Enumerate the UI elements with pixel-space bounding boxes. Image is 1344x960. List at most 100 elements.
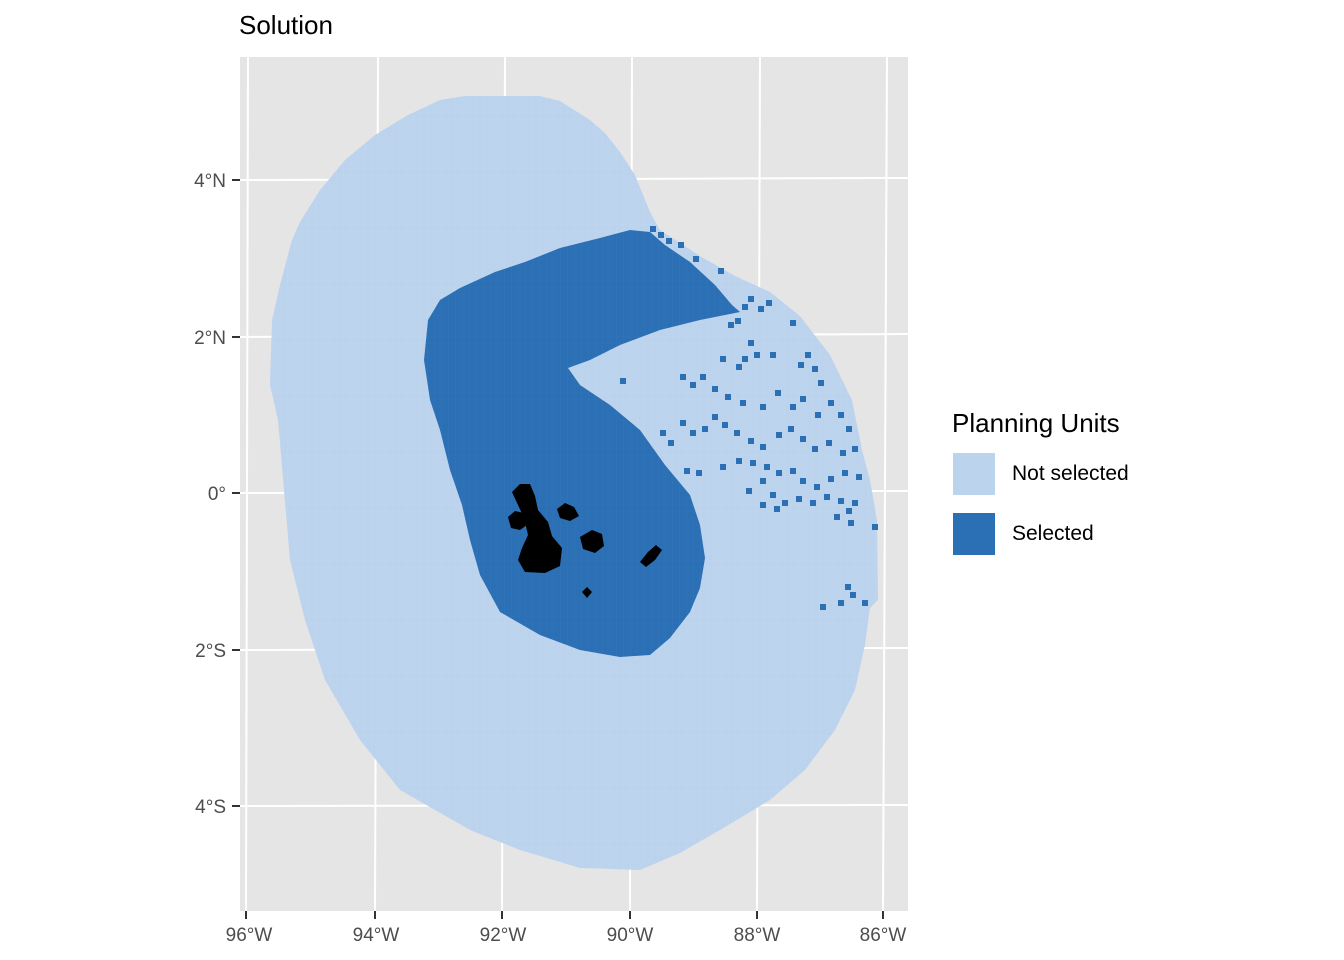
selected-cell	[812, 446, 818, 452]
selected-cell	[740, 400, 746, 406]
x-tick-label: 94°W	[353, 925, 400, 946]
y-axis-labels: 4°N 2°N 0° 2°S 4°S	[194, 171, 226, 818]
y-tick-label: 4°S	[195, 797, 226, 818]
selected-cell	[798, 362, 804, 368]
selected-cell	[712, 386, 718, 392]
selected-cell	[845, 584, 851, 590]
selected-cell	[824, 494, 830, 500]
selected-cell	[748, 340, 754, 346]
x-tick-label: 88°W	[734, 925, 781, 946]
selected-cell	[693, 256, 699, 262]
selected-cell	[760, 502, 766, 508]
island-isabela	[512, 484, 562, 573]
selected-cell	[776, 432, 782, 438]
selected-cell	[720, 464, 726, 470]
selected-cell	[852, 446, 858, 452]
selected-cell	[760, 404, 766, 410]
selected-cell	[678, 242, 684, 248]
selected-cell	[770, 352, 776, 358]
selected-cell	[800, 478, 806, 484]
selected-cell	[702, 426, 708, 432]
selected-cell	[700, 374, 706, 380]
y-tick-label: 0°	[208, 484, 226, 505]
legend-label: Selected	[1012, 522, 1094, 545]
selected-cell	[820, 604, 826, 610]
selected-cell	[748, 438, 754, 444]
y-tick-label: 2°S	[195, 641, 226, 662]
selected-cell	[650, 226, 656, 232]
selected-cell	[690, 430, 696, 436]
selected-cell	[742, 356, 748, 362]
selected-cell	[660, 430, 666, 436]
selected-cell	[620, 378, 626, 384]
selected-cell	[742, 304, 748, 310]
selected-cell	[680, 420, 686, 426]
selected-cell	[758, 306, 764, 312]
islands	[508, 484, 662, 598]
x-tick-label: 86°W	[860, 925, 907, 946]
y-tick-label: 2°N	[194, 328, 226, 349]
selected-cell	[846, 426, 852, 432]
plot-title: Solution	[239, 10, 333, 40]
selected-cell	[754, 352, 760, 358]
selected-cell	[815, 412, 821, 418]
selected-cell	[766, 300, 772, 306]
gridline-96w	[245, 57, 249, 911]
selected-cell	[840, 450, 846, 456]
selected-cell	[790, 468, 796, 474]
selected-cell	[760, 444, 766, 450]
selected-cell	[770, 492, 776, 498]
selected-cell	[696, 470, 702, 476]
selected-cell	[718, 268, 724, 274]
selected-cell	[842, 470, 848, 476]
selected-cell	[760, 478, 766, 484]
selected-cell	[764, 464, 770, 470]
selected-cell	[736, 458, 742, 464]
axis-ticks	[232, 179, 884, 919]
selected-cell	[846, 508, 852, 514]
selected-cell	[728, 322, 734, 328]
selected-cell	[788, 426, 794, 432]
selected-cell	[782, 500, 788, 506]
selected-cell	[712, 414, 718, 420]
selected-cell	[735, 318, 741, 324]
x-tick-label: 92°W	[480, 925, 527, 946]
selected-cell	[736, 364, 742, 370]
x-tick-label: 90°W	[607, 925, 654, 946]
legend-swatch-not-selected	[952, 452, 996, 496]
selected-cell	[734, 430, 740, 436]
selected-cell	[776, 470, 782, 476]
selected-cell	[834, 514, 840, 520]
y-tick-label: 4°N	[194, 171, 226, 192]
selected-cell	[828, 400, 834, 406]
selected-cell	[852, 500, 858, 506]
legend-item-not-selected: Not selected	[952, 452, 1129, 496]
selected-cell	[774, 506, 780, 512]
selected-cell	[796, 496, 802, 502]
gridline-86w	[882, 57, 888, 911]
selected-cell	[790, 320, 796, 326]
selected-cell	[658, 232, 664, 238]
selected-cell	[668, 440, 674, 446]
selected-cell	[826, 440, 832, 446]
legend-swatch-selected	[952, 512, 996, 556]
island-san-cristobal	[640, 545, 662, 567]
selected-cell	[748, 296, 754, 302]
selected-cell	[818, 380, 824, 386]
selected-cell	[838, 600, 844, 606]
selected-cell	[666, 238, 672, 244]
selected-cell	[838, 498, 844, 504]
selected-cell	[722, 422, 728, 428]
island-santiago	[557, 503, 579, 521]
selected-cell	[750, 460, 756, 466]
selected-cell	[790, 404, 796, 410]
island-floreana	[582, 587, 592, 598]
selected-cell	[862, 600, 868, 606]
x-tick-label: 96°W	[226, 925, 273, 946]
legend-item-selected: Selected	[952, 512, 1094, 556]
x-axis-labels: 96°W 94°W 92°W 90°W 88°W 86°W	[226, 925, 907, 946]
legend-title: Planning Units	[952, 408, 1120, 438]
selected-cell	[810, 500, 816, 506]
legend-label: Not selected	[1012, 462, 1129, 485]
